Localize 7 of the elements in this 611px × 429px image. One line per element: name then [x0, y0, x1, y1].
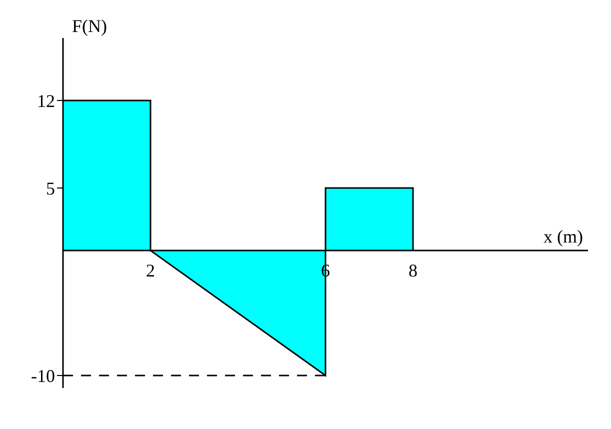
x-tick-label: 8: [408, 260, 418, 280]
y-tick-label: -10: [31, 366, 55, 386]
y-axis-title: F(N): [72, 16, 108, 36]
y-tick-label: 12: [37, 90, 55, 111]
x-tick-label: 2: [146, 260, 155, 280]
x-axis-title: x (m): [544, 226, 583, 246]
y-tick-label: 5: [46, 178, 55, 198]
